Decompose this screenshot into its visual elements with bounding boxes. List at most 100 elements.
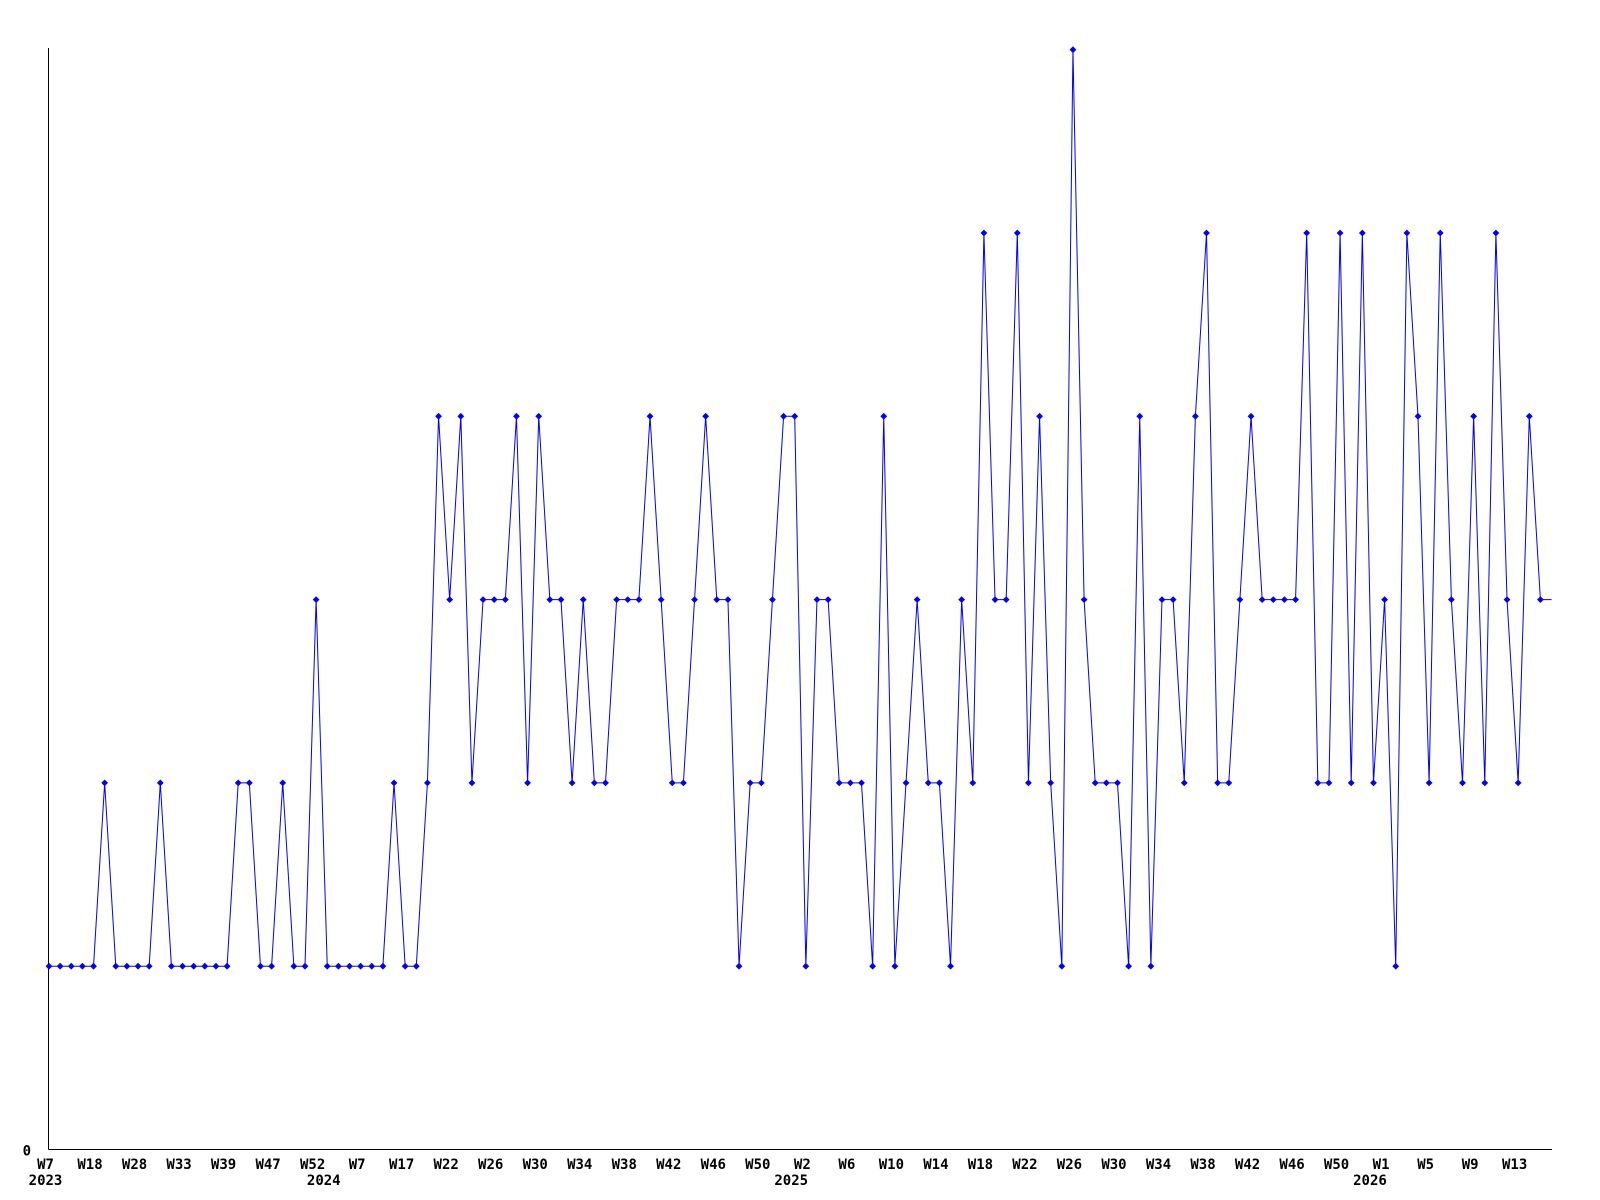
y-axis-zero-label: 0 (23, 1144, 31, 1160)
data-point-marker (958, 596, 966, 603)
x-tick-label: W34 (1146, 1157, 1171, 1173)
x-tick-label: W30 (523, 1157, 548, 1173)
x-tick-label: W26 (478, 1157, 503, 1173)
data-point-marker (268, 962, 275, 970)
data-point-marker (568, 779, 576, 787)
data-point-marker (635, 596, 643, 603)
data-point-marker (780, 412, 787, 420)
data-point-marker (134, 962, 142, 970)
data-point-marker (835, 779, 843, 787)
x-tick-label: W7 (349, 1157, 366, 1173)
x-tick-label: W22 (1012, 1157, 1037, 1173)
data-point-marker (1525, 412, 1533, 420)
data-point-marker (980, 229, 988, 237)
data-point-marker (924, 779, 932, 787)
data-point-marker (802, 962, 810, 970)
data-point-marker (1002, 596, 1010, 603)
data-point-marker (90, 962, 97, 970)
data-point-marker (1102, 779, 1110, 787)
x-tick-label: W28 (122, 1157, 147, 1173)
data-point-marker (1036, 412, 1043, 420)
data-point-marker (1125, 962, 1133, 970)
data-point-marker (769, 596, 776, 603)
x-tick-label: W46 (701, 1157, 726, 1173)
data-point-marker (424, 779, 431, 787)
data-point-marker (691, 596, 698, 603)
data-point-marker (1203, 229, 1210, 237)
data-series-line (49, 49, 1552, 967)
data-point-marker (602, 779, 609, 787)
data-point-marker (301, 962, 309, 970)
data-point-marker (1158, 596, 1166, 603)
data-point-marker (1169, 596, 1177, 603)
data-point-marker (290, 962, 298, 970)
data-point-marker (1225, 779, 1233, 787)
x-tick-label: W52 (300, 1157, 325, 1173)
x-tick-label: W6 (838, 1157, 855, 1173)
data-point-marker (546, 596, 554, 603)
x-tick-label: W38 (1190, 1157, 1215, 1173)
data-point-marker (1114, 779, 1121, 787)
data-point-marker (1281, 596, 1288, 603)
data-point-marker (668, 779, 676, 787)
data-point-marker (78, 962, 86, 970)
x-tick-label: W13 (1502, 1157, 1527, 1173)
data-point-marker (1403, 229, 1411, 237)
data-point-marker (1091, 779, 1099, 787)
data-point-marker (123, 962, 131, 970)
data-point-marker (1214, 779, 1222, 787)
data-point-marker (468, 779, 476, 787)
x-tick-label: W18 (77, 1157, 102, 1173)
x-tick-label: W7 (37, 1157, 54, 1173)
data-point-marker (1436, 229, 1444, 237)
data-point-marker (1191, 412, 1199, 420)
data-point-marker (1292, 596, 1299, 603)
x-tick-label: W17 (389, 1157, 414, 1173)
data-point-marker (947, 962, 954, 970)
data-point-marker (1258, 596, 1266, 603)
data-point-marker (1358, 229, 1366, 237)
data-point-marker (1047, 779, 1055, 787)
data-point-marker (535, 412, 543, 420)
data-point-marker (56, 962, 64, 970)
data-point-marker (479, 596, 487, 603)
x-tick-label: W39 (211, 1157, 236, 1173)
data-point-marker (624, 596, 632, 603)
data-point-marker (1492, 229, 1500, 237)
data-point-marker (1514, 779, 1522, 787)
data-point-marker (1058, 962, 1066, 970)
data-point-marker (1336, 229, 1344, 237)
data-point-marker (891, 962, 899, 970)
data-point-marker (613, 596, 621, 603)
x-tick-label: W10 (879, 1157, 904, 1173)
data-point-marker (1425, 779, 1433, 787)
data-point-marker (179, 962, 186, 970)
x-tick-label: W42 (1235, 1157, 1260, 1173)
data-point-marker (724, 596, 732, 603)
data-point-marker (813, 596, 821, 603)
data-point-marker (1470, 412, 1478, 420)
data-point-marker (234, 779, 242, 787)
data-point-marker (1537, 596, 1544, 603)
data-point-marker (1381, 596, 1388, 603)
data-point-marker (412, 962, 420, 970)
data-point-marker (646, 412, 654, 420)
data-point-marker (590, 779, 598, 787)
x-tick-label: W33 (166, 1157, 191, 1173)
data-point-marker (446, 596, 454, 603)
data-point-marker (156, 779, 164, 787)
data-point-marker (969, 779, 977, 787)
x-tick-label: W5 (1417, 1157, 1434, 1173)
data-point-marker (45, 962, 53, 970)
x-tick-label: W46 (1279, 1157, 1304, 1173)
data-point-marker (735, 962, 743, 970)
data-point-marker (490, 596, 498, 603)
data-point-marker (112, 962, 120, 970)
data-point-marker (702, 412, 710, 420)
x-year-label: 2024 (307, 1173, 341, 1189)
data-point-marker (101, 779, 109, 787)
data-point-marker (390, 779, 398, 787)
data-point-marker (1303, 229, 1311, 237)
data-point-marker (346, 962, 353, 970)
